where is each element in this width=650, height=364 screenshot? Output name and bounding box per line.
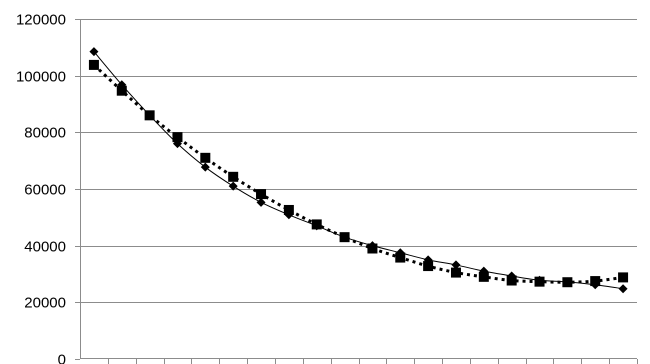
data-point-square (172, 132, 183, 143)
series-2 (88, 59, 629, 288)
data-point-diamond (200, 162, 210, 172)
data-point-square (450, 267, 461, 278)
data-point-diamond (89, 47, 99, 57)
y-tick-label: 60000 (24, 182, 66, 199)
y-tick-label: 40000 (24, 239, 66, 256)
data-point-square (283, 204, 294, 215)
gridlines (80, 19, 637, 303)
y-tick-label: 100000 (16, 69, 66, 86)
data-point-square (88, 59, 99, 70)
data-point-square (478, 271, 489, 282)
y-tick-labels: 0 20000 40000 60000 80000 100000 120000 (16, 12, 66, 364)
data-point-square (534, 276, 545, 287)
series-1 (89, 47, 628, 294)
data-point-square (367, 243, 378, 254)
series (88, 47, 629, 294)
data-point-diamond (228, 181, 238, 191)
y-tick-label: 0 (58, 352, 66, 364)
data-point-square (144, 110, 155, 121)
data-point-square (339, 232, 350, 243)
data-point-square (395, 252, 406, 263)
data-point-diamond (618, 284, 628, 294)
data-point-square (200, 152, 211, 163)
data-point-square (562, 277, 573, 288)
data-point-diamond (451, 260, 461, 270)
data-point-square (423, 261, 434, 272)
data-point-square (228, 171, 239, 182)
data-point-square (590, 276, 601, 287)
axes (75, 19, 638, 364)
series-line (93, 51, 624, 290)
y-tick-label: 20000 (24, 295, 66, 312)
data-point-diamond (256, 197, 266, 207)
data-point-square (618, 272, 629, 283)
data-point-square (116, 85, 127, 96)
series-line (92, 63, 624, 284)
y-tick-label: 80000 (24, 125, 66, 142)
y-tick-label: 120000 (16, 12, 66, 29)
data-point-square (506, 275, 517, 286)
data-point-square (311, 219, 322, 230)
data-point-square (256, 189, 267, 200)
